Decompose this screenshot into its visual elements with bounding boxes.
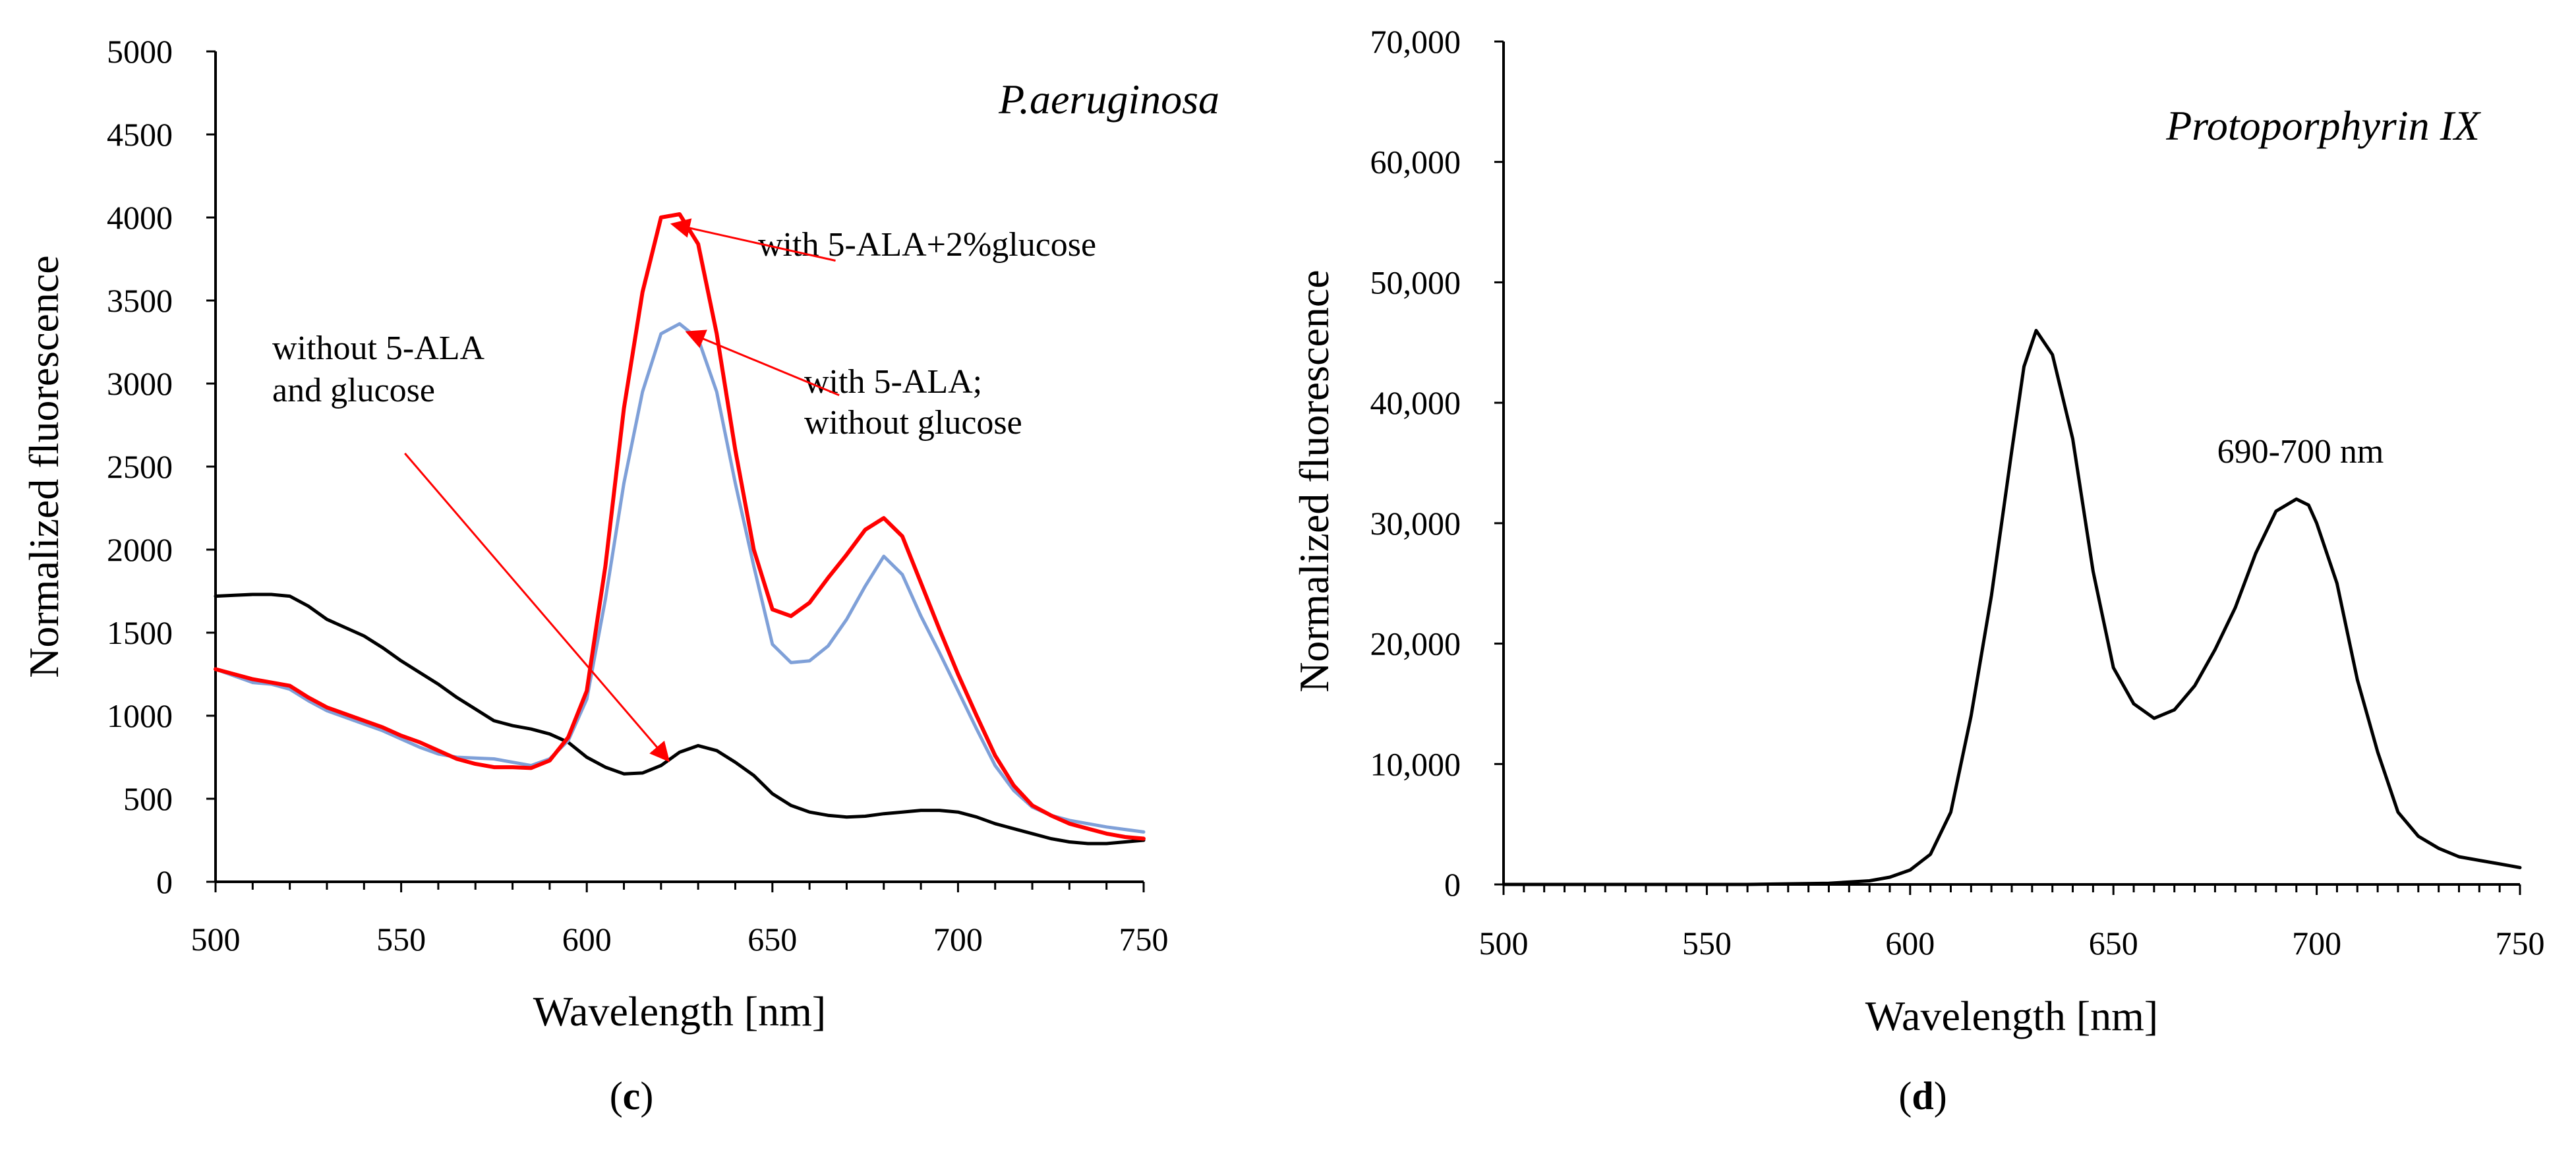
y-tick-label: 0 [156, 863, 173, 900]
y-tick-label: 2500 [107, 448, 173, 485]
y-tick-label: 50,000 [1370, 264, 1461, 301]
chart-title: P.aeruginosa [998, 76, 1219, 123]
chart-panel-c: 0500100015002000250030003500400045005000… [20, 33, 1219, 1118]
x-tick-label: 500 [1479, 925, 1529, 962]
y-axis-label: Normalized fluorescence [20, 255, 67, 677]
y-tick-label: 30,000 [1370, 505, 1461, 542]
y-tick-label: 4000 [107, 199, 173, 236]
x-tick-label: 600 [562, 921, 612, 958]
y-ticks: 0 500 1000 1500 2000 2500 3000 3500 4000 4500 5000 [107, 33, 216, 900]
y-tick-label: 1500 [107, 614, 173, 651]
y-tick-label: 3500 [107, 282, 173, 319]
y-tick-label: 1000 [107, 697, 173, 734]
series-group [214, 212, 1146, 846]
series-line-1 [214, 592, 1146, 846]
x-tick-label: 550 [376, 921, 426, 958]
annotation-arrow [685, 330, 840, 397]
annotations: with 5-ALA+2%glucose with 5-ALA; without g… [272, 218, 1096, 763]
x-tick-label: 650 [747, 921, 797, 958]
series-line-2 [214, 322, 1146, 834]
annotation-arrow [404, 452, 670, 763]
x-tick-label: 650 [2089, 925, 2138, 962]
x-ticks: 500 550 600 650 700 750 [191, 882, 1169, 958]
y-tick-label: 60,000 [1370, 144, 1461, 181]
panel-label: (c) [610, 1074, 654, 1118]
x-tick-label: 700 [2292, 925, 2341, 962]
y-tick-label: 3000 [107, 365, 173, 402]
y-tick-label: 500 [123, 780, 173, 817]
annotation-arrow [670, 218, 836, 262]
chart-title: Protoporphyrin IX [2165, 102, 2482, 149]
x-axis-label: Wavelength [nm] [533, 988, 826, 1035]
annotation-text: with 5-ALA+2%glucose [758, 226, 1096, 264]
y-tick-label: 20,000 [1370, 625, 1461, 662]
panel-label: (d) [1898, 1074, 1947, 1118]
y-tick-label: 70,000 [1370, 23, 1461, 60]
x-tick-label: 600 [1885, 925, 1935, 962]
x-ticks: 500 550 600 650 700 750 [1479, 884, 2545, 962]
y-axis-label: Normalized fluorescence [1291, 270, 1337, 692]
chart-panel-d: 0 10,000 20,000 30,000 40,000 50,000 60,000 70,… [1291, 23, 2545, 1118]
x-tick-label: 500 [191, 921, 241, 958]
y-tick-label: 4500 [107, 116, 173, 153]
x-tick-label: 750 [1119, 921, 1169, 958]
series-line-1 [1502, 329, 2522, 886]
y-tick-label: 10,000 [1370, 745, 1461, 782]
y-tick-label: 40,000 [1370, 384, 1461, 421]
x-tick-label: 550 [1682, 925, 1732, 962]
series-line-3 [214, 212, 1146, 841]
x-axis-label: Wavelength [nm] [1865, 993, 2158, 1039]
y-tick-label: 5000 [107, 33, 173, 70]
annotation-text: without 5-ALA and glucose [272, 330, 485, 409]
y-tick-label: 2000 [107, 531, 173, 568]
annotation-text: 690-700 nm [2217, 433, 2384, 471]
x-tick-label: 750 [2496, 925, 2545, 962]
x-tick-label: 700 [933, 921, 983, 958]
y-ticks: 0 10,000 20,000 30,000 40,000 50,000 60,000 70,… [1370, 23, 1504, 903]
annotations: 690-700 nm [2217, 433, 2384, 471]
series-group [1502, 329, 2522, 886]
annotation-text: with 5-ALA; without glucose [804, 363, 1022, 442]
y-tick-label: 0 [1444, 866, 1461, 903]
